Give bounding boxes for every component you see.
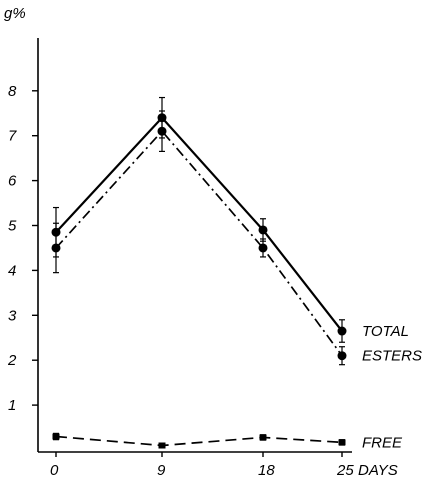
data-point — [52, 433, 60, 440]
axes — [37, 38, 352, 453]
series-label-total: TOTAL — [362, 323, 409, 340]
series-line-esters — [55, 129, 343, 357]
y-tick-label-1: 1 — [8, 397, 16, 414]
x-tick-label-0: 0 — [50, 462, 59, 479]
data-point — [337, 351, 347, 361]
y-axis-label: g% — [4, 5, 26, 22]
data-point — [158, 442, 166, 449]
data-point — [258, 225, 268, 235]
series-layer: TOTAL ESTERS FREE — [51, 96, 422, 451]
data-point — [157, 126, 167, 136]
y-tick-label-2: 2 — [7, 352, 17, 369]
y-tick-label-5: 5 — [8, 218, 17, 235]
series-line-free — [55, 435, 343, 447]
y-tick-label-3: 3 — [8, 307, 17, 324]
x-tick-label-25: 25 — [336, 462, 354, 479]
y-tick-label-8: 8 — [8, 83, 17, 100]
y-tick-label-7: 7 — [8, 128, 17, 145]
y-tick-label-4: 4 — [8, 262, 16, 279]
y-tick-label-6: 6 — [8, 173, 17, 190]
ticks: 1 2 3 4 5 6 7 8 0 9 18 25 — [7, 83, 354, 479]
series-line-total — [55, 116, 343, 332]
series-label-free: FREE — [362, 434, 403, 451]
series-total: TOTAL — [51, 96, 409, 343]
x-tick-label-18: 18 — [258, 462, 275, 479]
series-free: FREE — [52, 432, 403, 451]
data-point — [259, 434, 267, 441]
x-axis-label: DAYS — [358, 462, 398, 479]
series-label-esters: ESTERS — [362, 348, 422, 365]
data-point — [51, 243, 61, 253]
x-tick-label-9: 9 — [157, 462, 166, 479]
series-esters: ESTERS — [51, 110, 422, 366]
data-point — [337, 326, 347, 336]
data-point — [338, 439, 346, 446]
data-point — [258, 243, 268, 253]
